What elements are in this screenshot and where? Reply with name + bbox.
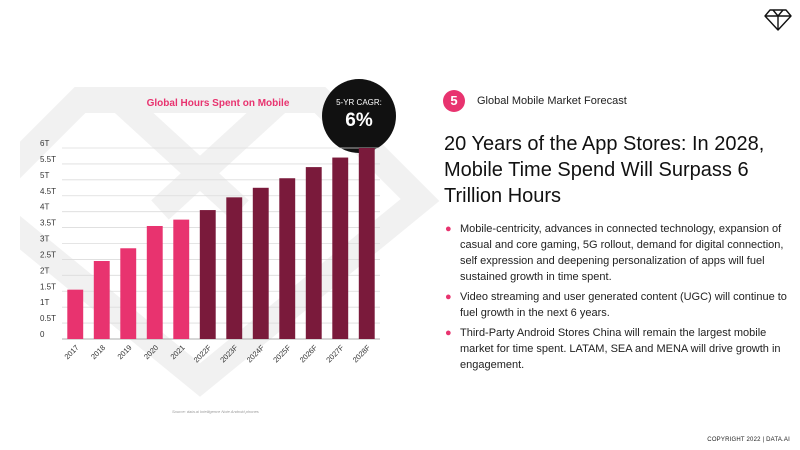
bar-2028F xyxy=(358,148,375,339)
y-tick-label: 5.5T xyxy=(40,155,56,164)
chart-title: Global Hours Spent on Mobile xyxy=(146,98,290,109)
x-tick-label: 2019 xyxy=(116,343,134,361)
y-tick-label: 0 xyxy=(40,330,45,339)
bullet-dot-icon: ● xyxy=(445,291,452,303)
slide-number-badge: 5 xyxy=(443,90,465,112)
bullet-item: ● Mobile-centricity, advances in connecte… xyxy=(445,221,790,285)
bullet-dot-icon: ● xyxy=(445,223,452,235)
cagr-badge: 5-YR CAGR: 6% xyxy=(322,79,396,153)
bar-2023F xyxy=(226,197,243,339)
y-tick-label: 0.5T xyxy=(40,314,56,323)
bar-2022F xyxy=(199,210,216,339)
y-tick-label: 2.5T xyxy=(40,250,56,259)
y-tick-label: 5T xyxy=(40,171,49,180)
bar-2020 xyxy=(146,225,163,339)
x-tick-label: 2023F xyxy=(218,343,240,365)
x-tick-label: 2027F xyxy=(324,343,346,365)
bullet-dot-icon: ● xyxy=(445,327,452,339)
bullet-text: Third-Party Android Stores China will re… xyxy=(460,327,781,371)
bar-2018 xyxy=(93,261,110,339)
x-tick-label: 2020 xyxy=(142,343,160,361)
bar-2024F xyxy=(252,187,269,339)
y-tick-label: 4.5T xyxy=(40,187,56,196)
brand-logo-icon xyxy=(764,9,792,31)
x-tick-label: 2028F xyxy=(351,343,373,365)
copyright: COPYRIGHT 2022 | DATA.AI xyxy=(707,437,790,443)
cagr-label: 5-YR CAGR: xyxy=(336,98,382,107)
y-tick-label: 3.5T xyxy=(40,219,56,228)
x-tick-label: 2026F xyxy=(298,343,320,365)
x-tick-label: 2024F xyxy=(245,343,267,365)
bullet-item: ● Video streaming and user generated cont… xyxy=(445,289,790,321)
y-tick-label: 2T xyxy=(40,266,49,275)
bar-2026F xyxy=(305,167,322,339)
x-tick-label: 2025F xyxy=(271,343,293,365)
headline: 20 Years of the App Stores: In 2028, Mob… xyxy=(444,133,765,207)
bullet-text: Mobile-centricity, advances in connected… xyxy=(460,223,784,283)
bullet-list: ● Mobile-centricity, advances in connecte… xyxy=(445,221,790,377)
x-tick-label: 2022F xyxy=(192,343,214,365)
bar-2027F xyxy=(332,157,349,339)
cagr-value: 6% xyxy=(345,110,373,131)
x-tick-label: 2018 xyxy=(89,343,107,361)
y-tick-label: 6T xyxy=(40,139,49,148)
bar-2019 xyxy=(120,248,137,339)
y-tick-label: 4T xyxy=(40,203,49,212)
y-tick-label: 1.5T xyxy=(40,282,56,291)
bar-2025F xyxy=(279,178,296,339)
y-tick-label: 3T xyxy=(40,235,49,244)
bullet-text: Video streaming and user generated conte… xyxy=(460,291,787,319)
x-tick-label: 2017 xyxy=(63,343,81,361)
x-tick-label: 2021 xyxy=(169,343,187,361)
source-note: Source: data.ai Intelligence Note Androi… xyxy=(172,409,259,414)
bar-2017 xyxy=(67,289,84,339)
section-title: Global Mobile Market Forecast xyxy=(477,95,627,107)
bar-2021 xyxy=(173,219,190,339)
bullet-item: ● Third-Party Android Stores China will r… xyxy=(445,325,790,373)
y-tick-label: 1T xyxy=(40,298,49,307)
